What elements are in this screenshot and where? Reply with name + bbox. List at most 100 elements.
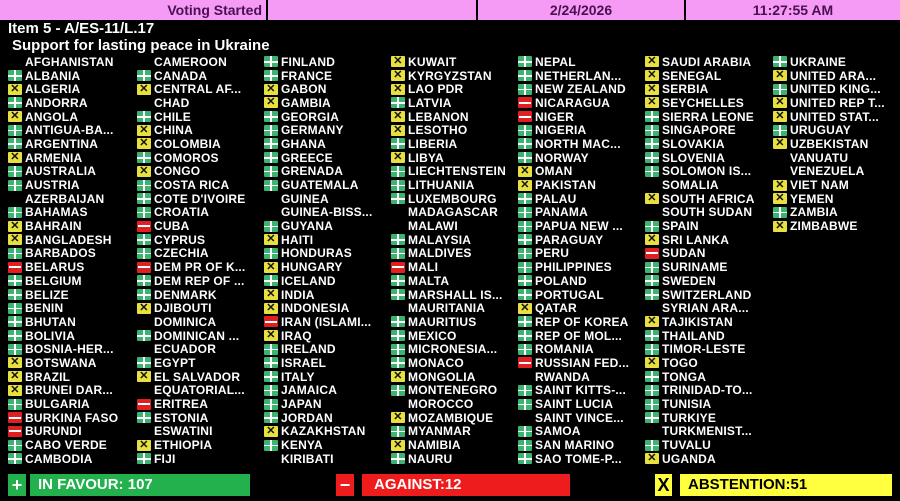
country-name: ALGERIA <box>25 82 81 97</box>
country-row: BELIZE <box>8 288 118 302</box>
country-row: UKRAINE <box>773 55 885 69</box>
country-name: AUSTRALIA <box>25 164 97 179</box>
country-row: TURKMENIST... <box>645 424 755 438</box>
x-icon: ✕ <box>137 83 151 95</box>
country-row: LITHUANIA <box>391 178 506 192</box>
blank-icon <box>391 399 405 410</box>
country-name: BELIZE <box>25 287 69 302</box>
country-name: PHILIPPINES <box>535 260 612 275</box>
country-name: MALAWI <box>408 219 458 234</box>
country-name: CHINA <box>154 123 193 138</box>
country-name: CAMBODIA <box>25 451 93 466</box>
country-name: ZIMBABWE <box>790 219 858 234</box>
country-row: ✕ BRAZIL <box>8 370 118 384</box>
country-row: NEW ZEALAND <box>518 82 629 96</box>
country-row: NORTH MAC... <box>518 137 629 151</box>
country-row: GUYANA <box>264 219 372 233</box>
country-row: ✕ MONGOLIA <box>391 370 506 384</box>
country-name: RWANDA <box>535 369 590 384</box>
country-name: FIJI <box>154 451 176 466</box>
country-row: ✕ SEYCHELLES <box>645 96 755 110</box>
country-name: ITALY <box>281 369 315 384</box>
country-name: SURINAME <box>662 260 728 275</box>
plus-icon <box>518 316 532 328</box>
country-name: MOZAMBIQUE <box>408 410 494 425</box>
x-icon: ✕ <box>8 111 22 123</box>
country-name: SOMALIA <box>662 178 719 193</box>
plus-icon <box>8 302 22 314</box>
country-name: BANGLADESH <box>25 232 112 247</box>
country-row: ✕ HAITI <box>264 233 372 247</box>
blank-icon <box>391 207 405 218</box>
country-name: MARSHALL IS... <box>408 287 503 302</box>
country-name: VANUATU <box>790 150 849 165</box>
country-row: PERU <box>518 246 629 260</box>
x-icon: ✕ <box>137 302 151 314</box>
country-column: ✕ SAUDI ARABIA ✕ SENEGAL ✕ SERBIA ✕ SEYCHELLES S… <box>645 55 755 466</box>
country-name: ECUADOR <box>154 342 217 357</box>
country-name: NAURU <box>408 451 453 466</box>
country-name: NORTH MAC... <box>535 136 621 151</box>
country-name: AUSTRIA <box>25 178 80 193</box>
country-row: JAMAICA <box>264 383 372 397</box>
country-name: GAMBIA <box>281 95 331 110</box>
country-name: CONGO <box>154 164 201 179</box>
country-name: EQUATORIAL... <box>154 383 245 398</box>
country-name: MICRONESIA... <box>408 342 498 357</box>
country-name: MOROCCO <box>408 397 474 412</box>
country-row: CROATIA <box>137 205 245 220</box>
country-row: ✕ CHINA <box>137 123 245 137</box>
x-icon: ✕ <box>8 357 22 369</box>
country-row: BURUNDI <box>8 424 118 438</box>
country-row: SPAIN <box>645 219 755 233</box>
x-icon: ✕ <box>773 193 787 205</box>
country-row: SAINT KITTS-... <box>518 383 629 397</box>
plus-icon <box>8 453 22 465</box>
blank-icon <box>773 152 787 163</box>
country-name: CROATIA <box>154 205 210 220</box>
country-name: AZERBAIJAN <box>25 191 105 206</box>
plus-icon <box>518 56 532 68</box>
country-row: NAURU <box>391 452 506 466</box>
country-row: ✕ KYRGYZSTAN <box>391 69 506 83</box>
country-row: SAO TOME-P... <box>518 452 629 466</box>
country-name: NIGER <box>535 109 575 124</box>
country-name: VIET NAM <box>790 178 849 193</box>
country-row: ✕ UNITED REP T... <box>773 96 885 110</box>
plus-icon <box>264 138 278 150</box>
country-name: UNITED KING... <box>790 82 881 97</box>
country-name: EGYPT <box>154 355 196 370</box>
country-row: ✕ ALGERIA <box>8 82 118 96</box>
country-name: TOGO <box>662 355 698 370</box>
country-row: LATVIA <box>391 96 506 110</box>
plus-icon <box>518 206 532 218</box>
country-name: CUBA <box>154 219 190 234</box>
country-row: ✕ KUWAIT <box>391 55 506 69</box>
country-name: UNITED REP T... <box>790 95 885 110</box>
plus-icon <box>264 70 278 82</box>
country-row: AUSTRALIA <box>8 164 118 179</box>
x-icon: ✕ <box>8 384 22 396</box>
country-row: ✕ LESOTHO <box>391 123 506 137</box>
country-row: ✕ BANGLADESH <box>8 233 118 247</box>
country-row: GHANA <box>264 137 372 151</box>
country-row: NETHERLAN... <box>518 69 629 83</box>
x-icon: ✕ <box>391 152 405 164</box>
country-row: AUSTRIA <box>8 178 118 192</box>
country-row: COTE D'IVOIRE <box>137 192 245 206</box>
plus-icon <box>264 152 278 164</box>
country-name: GUATEMALA <box>281 178 359 193</box>
country-row: ✕ NAMIBIA <box>391 438 506 452</box>
country-name: SPAIN <box>662 219 699 234</box>
country-name: ARMENIA <box>25 150 83 165</box>
country-name: COTE D'IVOIRE <box>154 191 246 206</box>
country-column: AFGHANISTAN ALBANIA ✕ ALGERIA ANDORRA ✕ ANGOLA… <box>8 55 118 466</box>
country-row: JAPAN <box>264 397 372 411</box>
country-row: BENIN <box>8 301 118 315</box>
country-name: BULGARIA <box>25 397 90 412</box>
plus-icon <box>137 289 151 301</box>
country-row: UNITED KING... <box>773 82 885 96</box>
country-row: CHAD <box>137 96 245 110</box>
plus-icon <box>391 343 405 355</box>
country-row: TUVALU <box>645 438 755 452</box>
